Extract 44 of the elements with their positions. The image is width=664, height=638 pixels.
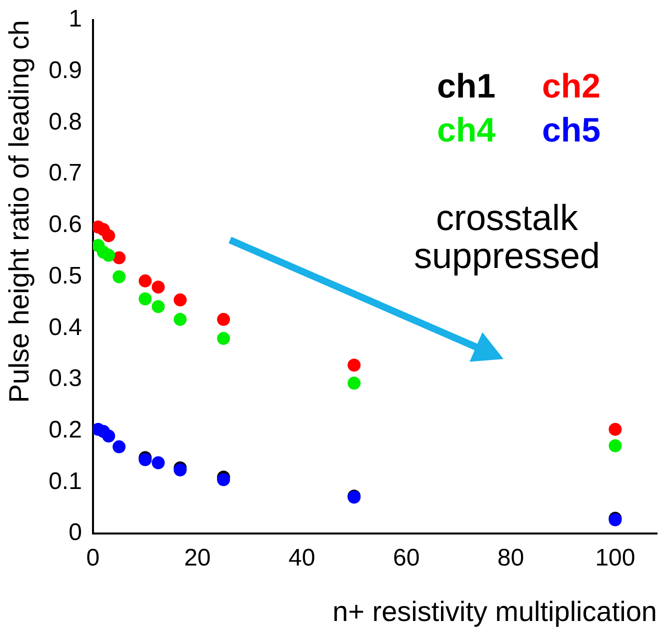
x-tick-label: 80	[497, 544, 524, 572]
y-tick-label: 0.5	[48, 262, 82, 290]
point	[608, 439, 622, 452]
y-tick-label: 0.7	[48, 160, 82, 187]
y-tick-label: 0.8	[48, 108, 82, 136]
y-tick-label: 0.1	[48, 468, 82, 495]
point	[112, 251, 126, 264]
point	[112, 270, 126, 284]
point	[138, 292, 152, 306]
x-tick-label: 60	[392, 544, 420, 572]
point	[608, 422, 622, 436]
y-tick-label: 0.3	[48, 365, 82, 392]
point	[152, 300, 165, 314]
point	[348, 376, 361, 390]
point	[152, 280, 165, 294]
point	[138, 274, 152, 288]
y-tick-label: 0.9	[48, 56, 82, 84]
point	[102, 430, 116, 443]
annotation: crosstalk suppressed	[414, 196, 600, 276]
x-tick-label: 0	[86, 544, 100, 572]
text: ch2	[542, 67, 601, 106]
y-axis-title: Pulse height ratio of leading ch	[4, 20, 35, 403]
point	[174, 312, 187, 326]
point	[348, 358, 361, 372]
point	[102, 229, 116, 242]
x-tick-label: 40	[288, 544, 316, 572]
point	[217, 473, 230, 486]
point	[217, 332, 230, 345]
y-tick-label: 0.2	[48, 416, 82, 444]
y-tick-label: 0	[68, 519, 82, 546]
point	[174, 293, 187, 306]
point	[217, 312, 230, 326]
point	[152, 456, 165, 470]
y-tick-label: 0.6	[48, 211, 82, 238]
text: ch5	[542, 111, 601, 150]
y-tick-label: 0.4	[48, 314, 82, 341]
x-axis-title: n+ resistivity multiplication	[332, 596, 657, 627]
x-tick-label: 20	[184, 544, 211, 572]
x-tick-label: 100	[595, 544, 636, 572]
y-tick-label: 1	[68, 6, 82, 33]
point	[112, 440, 126, 454]
point	[102, 248, 116, 262]
text: ch1	[437, 67, 496, 106]
text: ch4	[437, 111, 496, 150]
